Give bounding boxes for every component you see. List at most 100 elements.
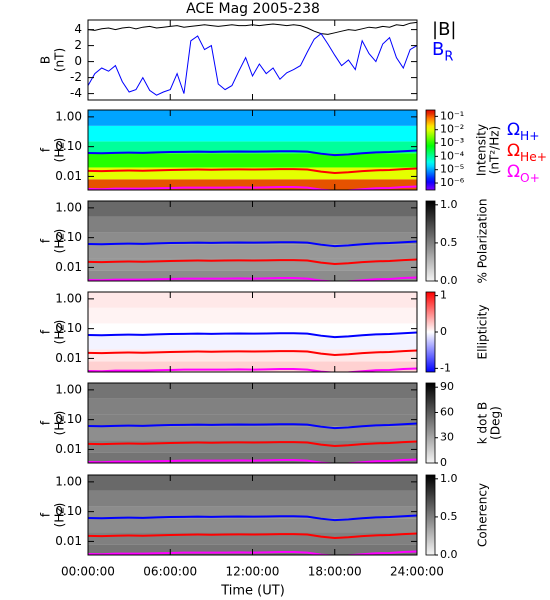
- colorbar-title: Intensity: [475, 124, 489, 176]
- y-axis-title: (Hz): [53, 411, 67, 436]
- spectrogram-cell: [88, 335, 417, 350]
- x-tick-label: 06:00:00: [143, 565, 197, 579]
- gyrofrequency-line: [88, 240, 417, 248]
- spectrogram-cell: [88, 398, 417, 415]
- y-tick-label: 0: [74, 54, 82, 68]
- y-axis-title: (nT): [53, 48, 67, 72]
- colorbar-title: (Deg): [489, 406, 503, 440]
- legend-name: |B|: [432, 19, 456, 40]
- gyrofrequency-line: [88, 514, 417, 522]
- spectrogram-cell: [88, 532, 417, 545]
- spectrogram-cell: [88, 153, 417, 168]
- y-tick-label: 0.01: [55, 351, 82, 365]
- colorbar-title: % Polarization: [476, 199, 490, 284]
- colorbar-tick-label: 0: [440, 456, 447, 469]
- plot-area: [88, 292, 417, 372]
- gyrofrequency-line: [88, 149, 417, 157]
- colorbar-tick-label: 0.5: [440, 510, 458, 523]
- gyrofrequency-line: [88, 440, 417, 448]
- y-tick-label: 0.10: [55, 412, 82, 426]
- legend-label: |B|: [432, 19, 456, 40]
- spectrogram-cell: [88, 506, 417, 519]
- legend-subscript: O+: [520, 170, 540, 184]
- spectrogram-cell: [88, 440, 417, 453]
- colorbar-tick-label: 10⁻¹: [440, 109, 464, 122]
- colorbar: [425, 200, 436, 282]
- colorbar-tick-label: 10⁻⁶: [440, 176, 465, 189]
- legend-name: Ω: [507, 162, 520, 182]
- chart-title: ACE Mag 2005-238: [186, 1, 320, 17]
- y-axis-title: f: [39, 512, 53, 517]
- colorbar-tick-label: 60: [440, 405, 454, 418]
- colorbar-title: Ellipticity: [476, 305, 490, 360]
- spectrogram-cell: [88, 232, 417, 245]
- y-tick-label: -4: [70, 86, 82, 100]
- colorbar-tick-label: 10⁻⁴: [440, 149, 465, 162]
- colorbar-title: Coherency: [476, 483, 490, 547]
- y-tick-label: 0.10: [55, 504, 82, 518]
- legend-name: Ω: [507, 141, 520, 161]
- legend-subscript: R: [444, 49, 453, 64]
- x-tick-label: 24:00:00: [390, 565, 444, 579]
- y-tick-label: 0.01: [55, 442, 82, 456]
- colorbar: [425, 109, 436, 191]
- colorbar: [425, 291, 436, 373]
- plot-area: [88, 475, 417, 555]
- colorbar-tick-label: 0.0: [440, 548, 458, 561]
- y-tick-label: 0.01: [55, 260, 82, 274]
- colorbar: [425, 382, 436, 464]
- y-axis-title: (Hz): [53, 229, 67, 254]
- plot-area: [88, 201, 417, 281]
- spectrogram-cell: [88, 125, 417, 142]
- plot-area: [88, 383, 417, 463]
- spectrogram-cell: [88, 244, 417, 259]
- y-tick-label: 0.01: [55, 534, 82, 548]
- colorbar-tick-label: -1: [440, 361, 451, 374]
- y-tick-label: 0.01: [55, 169, 82, 183]
- legend-name: B: [432, 39, 444, 60]
- y-tick-label: 1.00: [55, 109, 82, 123]
- y-tick-label: 0.10: [55, 230, 82, 244]
- spectrogram-cell: [88, 518, 417, 533]
- spectrogram-cell: [88, 141, 417, 154]
- legend-label: BR: [432, 39, 453, 64]
- data-line: [88, 32, 417, 96]
- colorbar-tick-label: 0.5: [440, 236, 458, 249]
- colorbar-title: (nT²/Hz): [488, 126, 502, 174]
- gyrofrequency-line: [88, 422, 417, 430]
- spectrogram-cell: [88, 307, 417, 324]
- spectrogram-cell: [88, 167, 417, 180]
- spectrogram-cell: [88, 426, 417, 441]
- y-axis-title: f: [39, 147, 53, 152]
- x-tick-label: 18:00:00: [308, 565, 362, 579]
- spectrogram-cell: [88, 216, 417, 233]
- spectrogram-cell: [88, 414, 417, 427]
- colorbar-title: k dot B: [476, 402, 490, 444]
- colorbar-tick-label: 1: [440, 289, 447, 302]
- y-axis-title: B: [39, 56, 53, 64]
- y-axis-title: f: [39, 238, 53, 243]
- plot-area: [88, 21, 417, 96]
- legend-label: ΩH+: [507, 120, 539, 142]
- spectrogram-cell: [88, 258, 417, 271]
- legend-label: ΩHe+: [507, 141, 547, 163]
- gyrofrequency-line: [88, 258, 417, 266]
- y-tick-label: 1.00: [55, 291, 82, 305]
- y-axis-title: (Hz): [53, 503, 67, 528]
- x-tick-label: 12:00:00: [226, 565, 280, 579]
- colorbar-tick-label: 90: [440, 380, 454, 393]
- colorbar-tick-label: 0: [440, 325, 447, 338]
- y-tick-label: 0.10: [55, 321, 82, 335]
- x-axis-title: Time (UT): [220, 584, 285, 599]
- gyrofrequency-line: [88, 331, 417, 339]
- y-tick-label: 4: [74, 22, 82, 36]
- y-tick-label: -2: [70, 70, 82, 84]
- colorbar-tick-label: 10⁻²: [440, 123, 464, 136]
- colorbar-tick-label: 10⁻⁵: [440, 163, 464, 176]
- spectrogram-cell: [88, 349, 417, 362]
- x-tick-label: 00:00:00: [61, 565, 115, 579]
- colorbar: [425, 474, 436, 556]
- y-tick-label: 0.10: [55, 139, 82, 153]
- y-axis-title: (Hz): [53, 138, 67, 163]
